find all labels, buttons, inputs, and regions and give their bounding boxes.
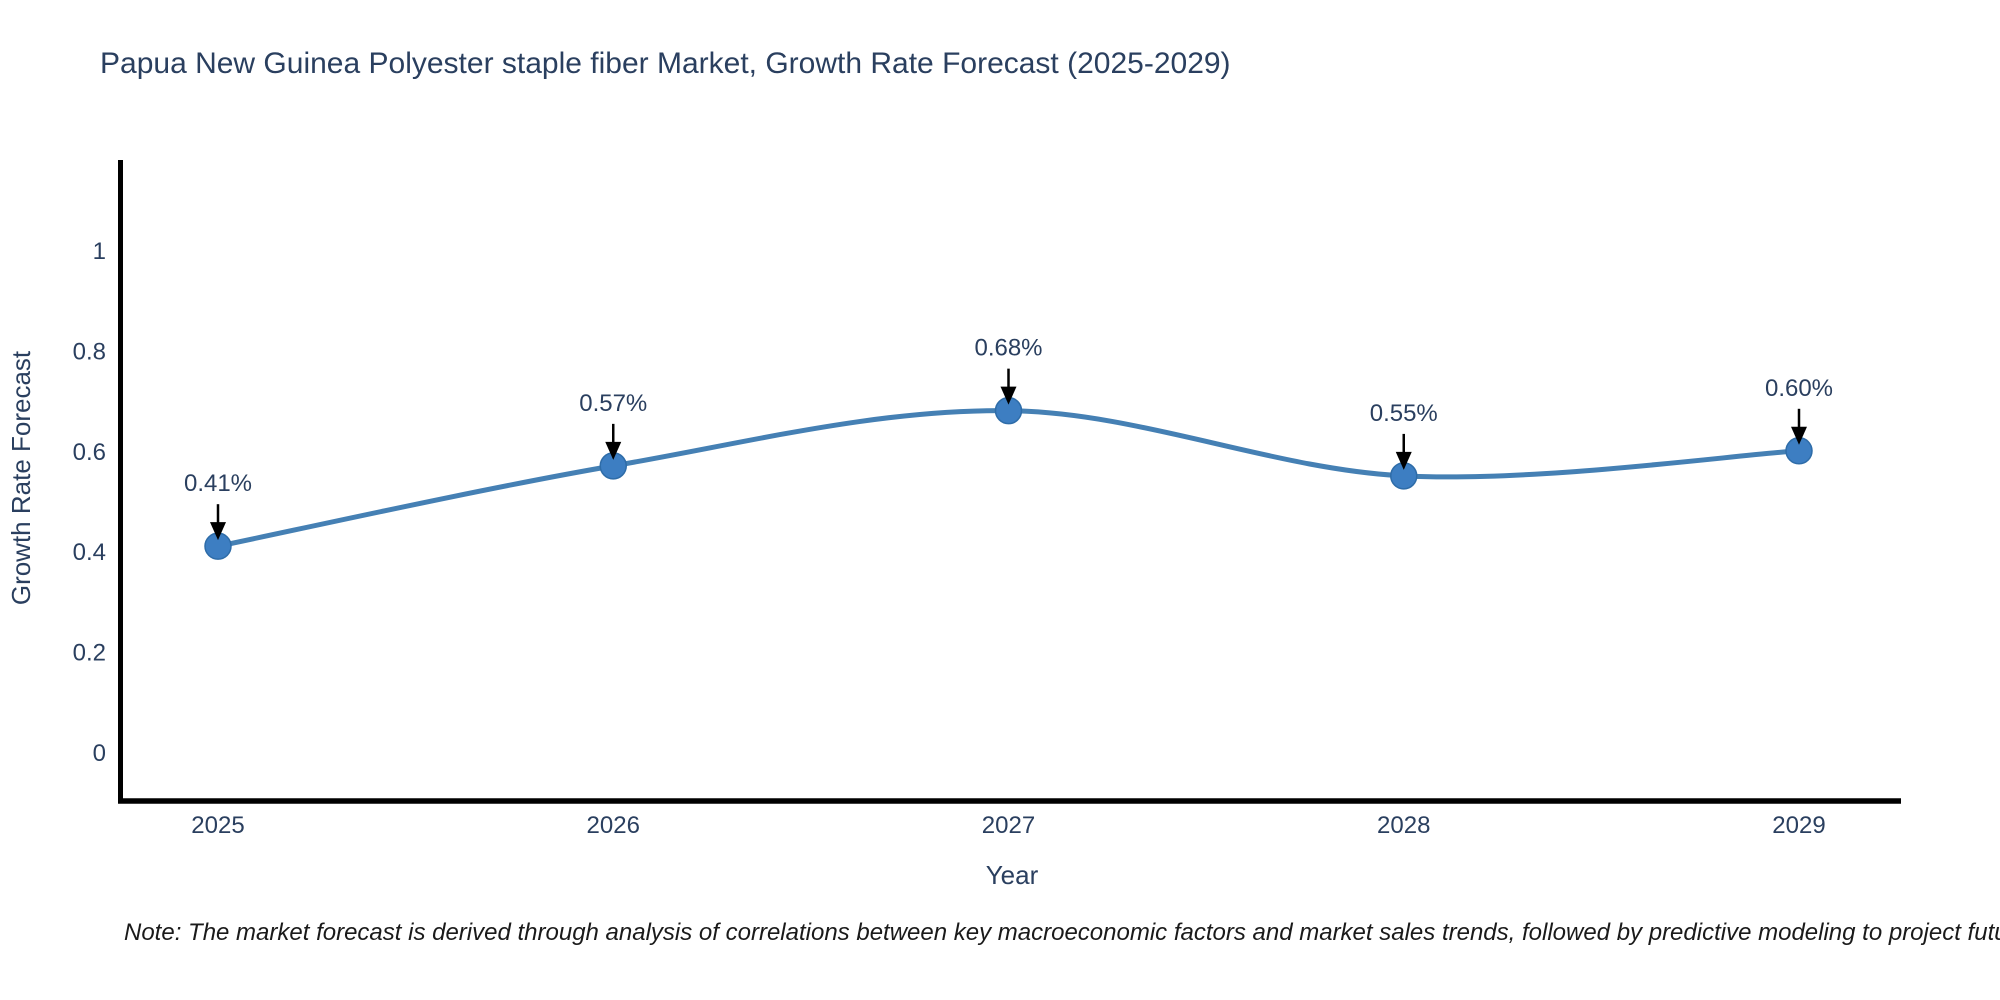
annotation-arrowhead (1395, 451, 1412, 470)
x-axis-title: Year (986, 860, 1039, 890)
y-tick-label: 0.4 (73, 539, 106, 566)
annotation-arrowhead (605, 441, 622, 460)
footnote: Note: The market forecast is derived thr… (124, 919, 2000, 946)
y-tick-label: 0.8 (73, 338, 106, 365)
chart-title: Papua New Guinea Polyester staple fiber … (100, 47, 1231, 80)
x-tick-label: 2027 (982, 812, 1035, 839)
y-tick-label: 0.6 (73, 439, 106, 466)
data-point-label: 0.60% (1765, 375, 1833, 402)
data-point-label: 0.55% (1370, 400, 1438, 427)
annotation-arrowhead (1791, 426, 1807, 445)
point-annotations: 0.41% 0.57% 0.68% 0.55% 0.60% (184, 335, 1833, 541)
data-point-label: 0.41% (184, 470, 252, 497)
data-point-label: 0.68% (974, 335, 1042, 362)
forecast-line (215, 408, 1802, 549)
annotation-arrowhead (1000, 386, 1017, 405)
y-tick-label: 0.2 (73, 640, 106, 667)
y-tick-label: 1 (93, 238, 106, 265)
y-axis-title: Growth Rate Forecast (6, 350, 36, 605)
y-tick-label: 0 (93, 740, 106, 767)
data-point-label: 0.57% (579, 390, 647, 417)
x-tick-label: 2026 (587, 812, 640, 839)
annotation-arrowhead (210, 522, 226, 541)
x-tick-label: 2028 (1377, 812, 1430, 839)
x-tick-label: 2029 (1772, 812, 1825, 839)
y-axis-ticks: 0 0.2 0.4 0.6 0.8 1 (73, 238, 106, 767)
data-point-markers (204, 396, 1813, 560)
x-tick-label: 2025 (191, 812, 244, 839)
x-axis-ticks: 2025 2026 2027 2028 2029 (191, 812, 1825, 839)
